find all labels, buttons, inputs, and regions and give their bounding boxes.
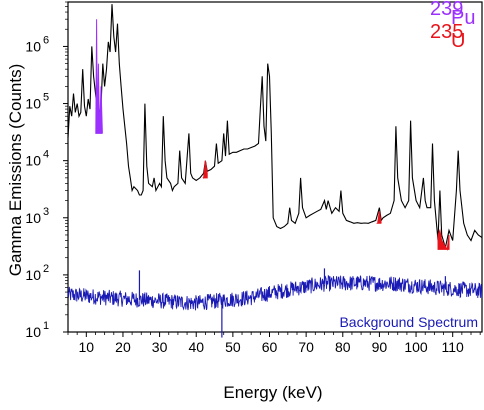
y-tick-exponent: 6	[43, 34, 49, 46]
x-axis-title: Energy (keV)	[223, 383, 322, 402]
x-tick-label: 110	[442, 339, 465, 355]
sample-spectrum-line	[67, 4, 483, 248]
y-tick-exponent: 2	[43, 263, 49, 275]
y-tick-label: 10	[25, 324, 41, 340]
y-tick-label: 10	[25, 267, 41, 283]
x-tick-label: 90	[372, 339, 388, 355]
x-tick-label: 100	[404, 339, 428, 355]
legend-isotope-symbol-0: Pu	[451, 7, 475, 29]
y-tick-label: 10	[25, 96, 41, 112]
legend-isotope-mass-0: 239	[430, 0, 463, 20]
highlighted-peak-2-1	[375, 211, 382, 224]
plot-area	[67, 1, 483, 338]
legend-isotope-symbol-1: U	[451, 30, 465, 52]
y-tick-label: 10	[25, 38, 41, 54]
highlighted-peak-2-2	[437, 228, 450, 251]
y-tick-exponent: 3	[43, 206, 49, 218]
y-axis-title: Gamma Emissions (Counts)	[6, 64, 25, 277]
x-tick-label: 10	[79, 339, 95, 355]
y-tick-exponent: 4	[43, 149, 49, 161]
x-tick-label: 50	[225, 339, 241, 355]
y-tick-label: 10	[25, 210, 41, 226]
background-spectrum-annotation: Background Spectrum	[339, 314, 478, 330]
legend-isotope-mass-1: 235	[430, 21, 463, 43]
x-tick-label: 70	[298, 339, 314, 355]
x-axis-ticks: 10 20 30 40 50 60 70 80 90 100 110	[67, 332, 481, 355]
y-tick-exponent: 5	[43, 92, 49, 104]
x-tick-label: 60	[262, 339, 278, 355]
y-tick-exponent: 1	[43, 320, 49, 332]
x-tick-label: 80	[335, 339, 351, 355]
highlighted-peak-1-0	[95, 19, 103, 134]
background-spectrum-line	[67, 274, 483, 311]
x-tick-label: 40	[188, 339, 204, 355]
y-tick-label: 10	[25, 153, 41, 169]
x-tick-label: 20	[115, 339, 131, 355]
x-tick-label: 30	[152, 339, 168, 355]
highlighted-peak-2-0	[202, 160, 208, 180]
plot-frame	[67, 1, 483, 333]
